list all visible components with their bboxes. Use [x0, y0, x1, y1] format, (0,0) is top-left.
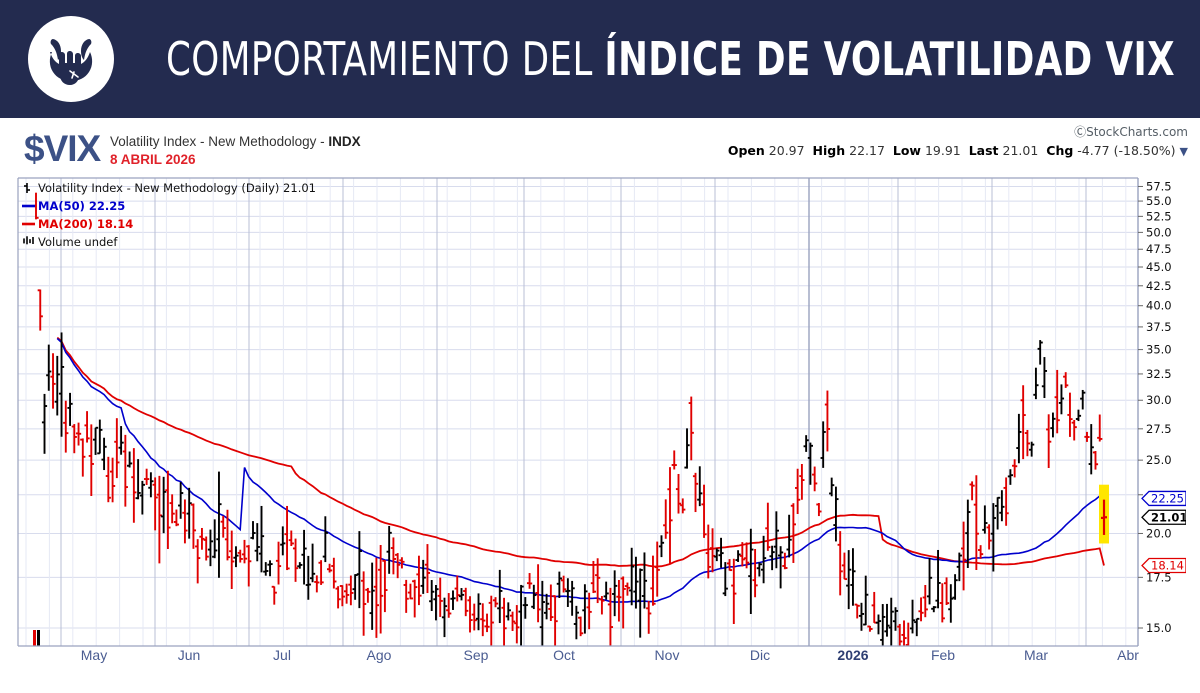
chevron-down-icon[interactable]: ▼: [1179, 145, 1188, 158]
svg-text:37.5: 37.5: [1146, 320, 1172, 334]
symbol-description-text: Volatility Index - New Methodology -: [110, 134, 329, 149]
x-tick-feb: Feb: [930, 647, 956, 663]
svg-text:57.5: 57.5: [1146, 179, 1172, 193]
chart-canvas[interactable]: 57.555.052.5 50.0 47.5 45.0 42.5 40.0 37.5 35.0…: [14, 176, 1186, 648]
x-tick-2026: 2026: [837, 647, 869, 663]
svg-text:18.14: 18.14: [1151, 559, 1184, 573]
high-label: High: [812, 143, 846, 158]
x-tick-nov: Nov: [654, 647, 680, 663]
chart-header: $VIX Volatility Index - New Methodology …: [0, 118, 1200, 176]
x-tick-abr: Abr: [1117, 647, 1139, 663]
brand-label: StockCharts.com: [1086, 125, 1188, 139]
open-value: 20.97: [768, 143, 805, 158]
chart-legend: Volatility Index - New Methodology (Dail…: [22, 181, 316, 249]
svg-text:27.5: 27.5: [1146, 422, 1172, 436]
last-label: Last: [968, 143, 999, 158]
chart-gridlines: [18, 178, 1138, 646]
chart-area: $VIX Volatility Index - New Methodology …: [0, 118, 1200, 693]
high-value: 22.17: [849, 143, 885, 158]
chart-frame: [17, 177, 1143, 647]
x-tick-ago: Ago: [366, 647, 392, 663]
symbol-label: $VIX: [24, 128, 101, 169]
header-banner: COMPORTAMIENTO DEL ÍNDICE DE VOLATILIDAD…: [0, 0, 1200, 118]
x-tick-mar: Mar: [1023, 647, 1049, 663]
x-tick-sep: Sep: [463, 647, 489, 663]
low-label: Low: [892, 143, 921, 158]
svg-text:Volatility Index - New Methodo: Volatility Index - New Methodology (Dail…: [38, 181, 316, 195]
svg-text:15.0: 15.0: [1146, 621, 1172, 635]
stockcharts-brand: ⒸStockCharts.com: [1074, 126, 1188, 138]
svg-text:42.5: 42.5: [1146, 279, 1172, 293]
x-tick-may: May: [80, 647, 108, 663]
chg-label: Chg: [1046, 143, 1074, 158]
svg-text:MA(200) 18.14: MA(200) 18.14: [38, 217, 133, 231]
ohlc-bars: [33, 192, 1107, 646]
svg-text:Volume undef: Volume undef: [38, 235, 118, 249]
y-axis-labels: 57.555.052.5 50.0 47.5 45.0 42.5 40.0 37.5 35.0…: [1146, 179, 1172, 635]
svg-text:17.5: 17.5: [1146, 570, 1172, 584]
svg-text:52.5: 52.5: [1146, 209, 1172, 223]
svg-text:35.0: 35.0: [1146, 343, 1172, 357]
svg-text:25.0: 25.0: [1146, 453, 1172, 467]
price-chart[interactable]: 57.5 55.0 52.5 50.0 47.5 45.0 42.5 40.0 37.5 35.0…: [14, 176, 1186, 648]
page-title: COMPORTAMIENTO DEL ÍNDICE DE VOLATILIDAD…: [166, 32, 1175, 86]
svg-text:21.01: 21.01: [1151, 510, 1186, 524]
chg-value: -4.77 (-18.50%): [1077, 143, 1176, 158]
svg-text:30.0: 30.0: [1146, 393, 1172, 407]
registered-icon: Ⓒ: [1074, 125, 1087, 139]
x-tick-jun: Jun: [177, 647, 201, 663]
svg-text:50.0: 50.0: [1146, 225, 1172, 239]
x-tick-oct: Oct: [553, 647, 575, 663]
symbol-description: Volatility Index - New Methodology - IND…: [110, 135, 361, 149]
svg-text:MA(50) 22.25: MA(50) 22.25: [38, 199, 125, 213]
chart-date: 8 ABRIL 2026: [110, 152, 196, 167]
open-label: Open: [727, 143, 765, 158]
last-value: 21.01: [1002, 143, 1039, 158]
symbol-exchange: INDX: [328, 134, 361, 149]
svg-text:20.0: 20.0: [1146, 526, 1172, 540]
low-value: 19.91: [924, 143, 961, 158]
quote-bar: Open 20.97 High 22.17 Low 19.91 Last 21.…: [727, 143, 1188, 158]
svg-text:47.5: 47.5: [1146, 242, 1172, 256]
page-title-light: COMPORTAMIENTO DEL: [166, 32, 605, 86]
x-tick-dic: Dic: [749, 647, 771, 663]
x-axis-labels: May Jun Jul Ago Sep Oct Nov Dic 2026 Feb Mar Abr: [14, 648, 1186, 678]
svg-text:40.0: 40.0: [1146, 299, 1172, 313]
bull-fist-icon: [28, 16, 114, 102]
svg-text:45.0: 45.0: [1146, 260, 1172, 274]
ma200-line: [56, 336, 1105, 568]
price-tags: 22.25 21.01 18.14: [1141, 490, 1186, 574]
svg-text:55.0: 55.0: [1146, 194, 1172, 208]
page-title-bold: ÍNDICE DE VOLATILIDAD VIX: [604, 32, 1175, 86]
last-price-marker: [1099, 484, 1109, 544]
x-tick-jul: Jul: [273, 647, 291, 663]
svg-text:22.25: 22.25: [1151, 491, 1184, 505]
svg-text:32.5: 32.5: [1146, 367, 1172, 381]
